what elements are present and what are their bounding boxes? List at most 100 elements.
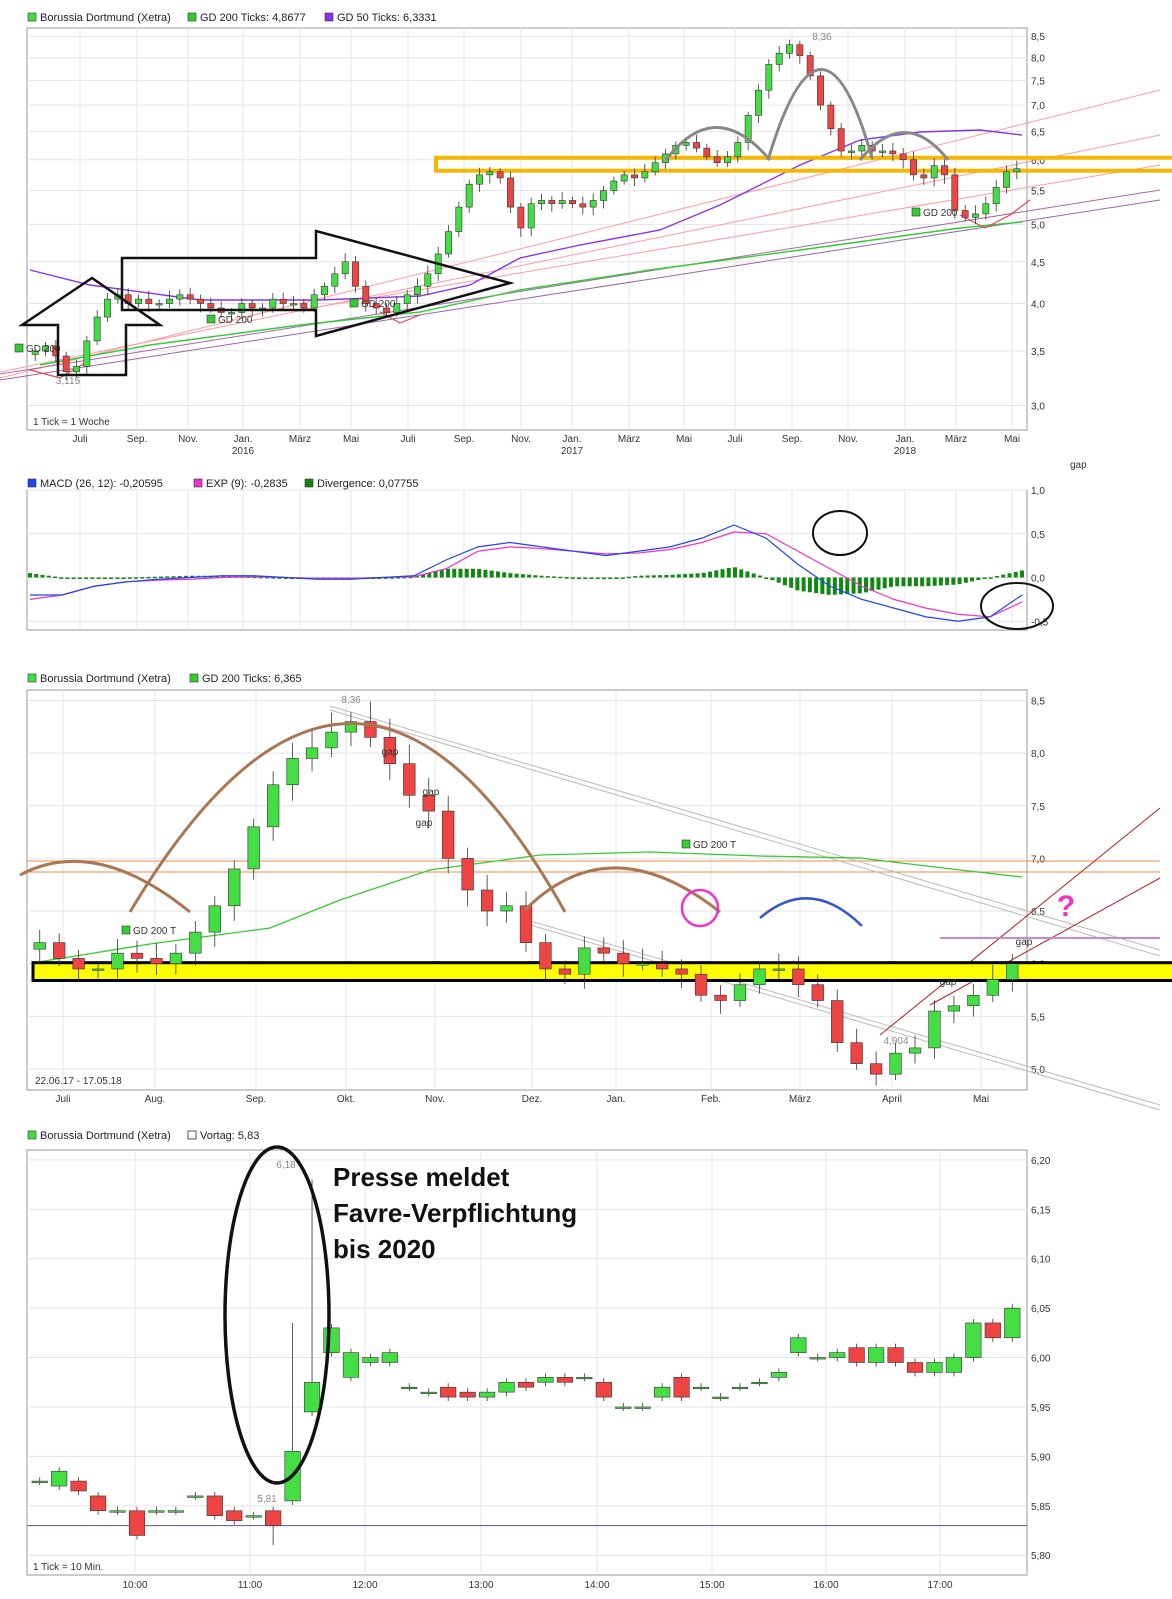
y-tick-label: 3,0 (1031, 402, 1045, 413)
gd200-label: GD 200 (218, 315, 253, 326)
divergence-bar (676, 574, 681, 578)
divergence-bar (470, 568, 475, 578)
weekly-candle (362, 285, 370, 304)
intraday-candle (576, 1377, 593, 1380)
divergence-bar (408, 576, 413, 579)
gd200-marker (206, 314, 216, 324)
x-year-label: 2018 (894, 446, 917, 457)
weekly-candle (455, 206, 463, 232)
weekly-candle (486, 171, 494, 176)
pink-circle-marker (680, 888, 720, 928)
x-tick-label: Jan. (607, 1094, 626, 1105)
daily-candle (733, 984, 747, 1001)
divergence-bar (695, 573, 700, 578)
divergence-bar (452, 568, 457, 578)
y-tick-label: 5,95 (1031, 1403, 1051, 1414)
divergence-bar (77, 577, 82, 579)
x-tick-label: Sep. (454, 434, 475, 445)
x-tick-label: Nov. (425, 1094, 445, 1105)
gd200-marker (14, 343, 24, 353)
divergence-bar (901, 577, 906, 587)
x-year-label: 2016 (232, 446, 255, 457)
weekly-candle (248, 303, 256, 309)
daily-candle (344, 721, 358, 733)
daily-candle (656, 963, 669, 970)
legend-square-gd200 (187, 12, 197, 22)
weekly-candle (961, 210, 969, 218)
divergence-bar (190, 575, 195, 578)
divergence-bar (1020, 570, 1024, 578)
y-tick-label: 0,0 (1031, 574, 1045, 585)
divergence-bar (277, 577, 282, 579)
intraday-candle (51, 1470, 68, 1487)
weekly-candle (290, 303, 297, 306)
weekly-candle (992, 187, 1000, 205)
divergence-bar (508, 573, 513, 578)
divergence-bar (115, 577, 120, 579)
daily-candle (33, 942, 46, 950)
intraday-candle (31, 1480, 48, 1483)
x-tick-label: 12:00 (352, 1580, 377, 1591)
divergence-bar (839, 577, 844, 595)
gd200-line (39, 221, 1023, 366)
gap-label: gap (382, 747, 399, 758)
divergence-bar (71, 577, 76, 579)
legend-price-daily: Borussia Dortmund (Xetra) (40, 673, 171, 685)
daily-candle (150, 958, 163, 964)
x-tick-label: 10:00 (122, 1580, 147, 1591)
divergence-bar (945, 577, 950, 586)
short-ma-line (959, 199, 1031, 229)
divergence-bar (495, 571, 500, 578)
shoulder-arc (664, 126, 772, 161)
weekly-candle (558, 200, 566, 205)
intraday-candle (245, 1515, 262, 1518)
divergence-bar (564, 577, 569, 579)
legend-vortag: Vortag: 5,83 (200, 1130, 259, 1142)
weekly-candle (755, 89, 762, 116)
divergence-bar (826, 577, 831, 595)
daily-candle (208, 905, 221, 933)
date-range-label: 22.06.17 - 17.05.18 (35, 1076, 122, 1087)
divergence-bar (140, 577, 145, 579)
weekly-candle (393, 303, 401, 313)
daily-candle (578, 947, 591, 975)
y-tick-label: 8,0 (1031, 749, 1045, 760)
y-tick-label: 0,5 (1031, 530, 1045, 541)
daily-candle (325, 731, 338, 749)
legend-gd200-daily: GD 200 Ticks: 6,365 (202, 673, 302, 685)
divergence-bar (720, 569, 725, 578)
weekly-candle (538, 200, 545, 205)
divergence-bar (664, 574, 669, 578)
divergence-bar (595, 577, 600, 579)
divergence-bar (970, 577, 975, 582)
divergence-bar (221, 575, 226, 578)
intraday-candle (868, 1347, 885, 1363)
divergence-bar (40, 574, 45, 578)
divergence-bar (514, 573, 519, 578)
daily-candle (908, 1047, 922, 1054)
divergence-bar (876, 577, 881, 590)
x-tick-label: 13:00 (468, 1580, 493, 1591)
divergence-bar (820, 577, 825, 594)
divergence-bar (714, 570, 719, 578)
daily-candle (267, 784, 280, 828)
daily-candle (753, 968, 766, 986)
intraday-candle (790, 1337, 807, 1353)
divergence-bar (520, 574, 525, 578)
intraday-candle (303, 1381, 321, 1413)
head-arc (766, 68, 874, 161)
legend-square-macd (27, 478, 37, 488)
daily-candle (91, 968, 105, 971)
intraday-candle (128, 1510, 146, 1536)
weekly-candle (786, 44, 793, 54)
daily-candle (519, 905, 533, 943)
intraday-candle (809, 1357, 826, 1360)
x-tick-label: Dez. (522, 1094, 543, 1105)
intraday-candle (615, 1406, 632, 1409)
intraday-candle (167, 1510, 184, 1513)
x-tick-label: Nov. (178, 434, 198, 445)
daily-candle (480, 889, 494, 912)
daily-candle (247, 826, 260, 870)
weekly-candle (703, 147, 711, 158)
x-tick-label: Mai (973, 1094, 989, 1105)
